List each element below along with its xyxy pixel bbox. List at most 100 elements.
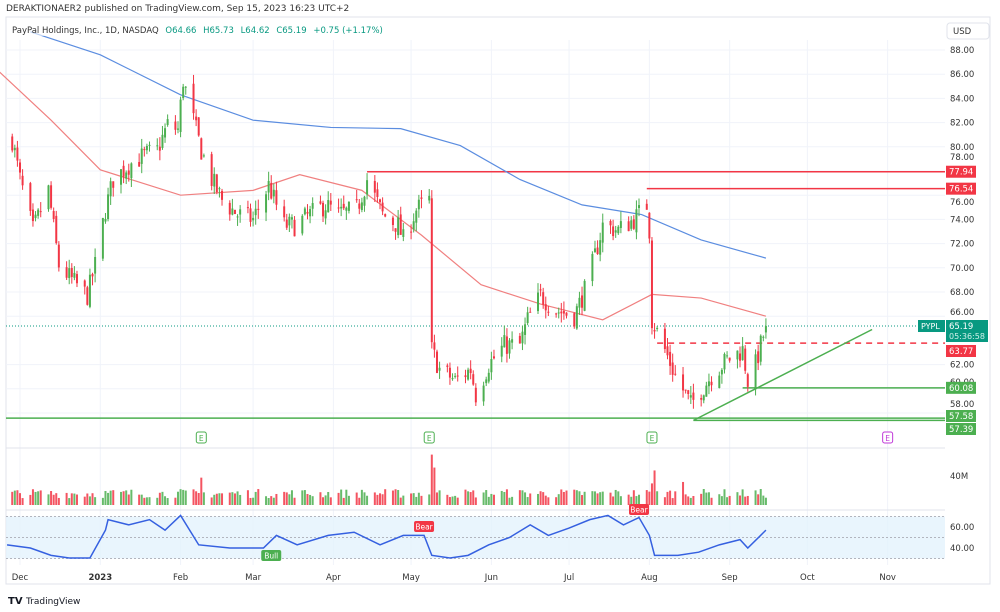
candle-body [384,214,387,217]
volume-bar [656,491,659,505]
footer-logo[interactable]: TV TradingView [8,596,80,607]
volume-bar [158,492,161,505]
volume-bar [705,492,708,505]
volume-bar [19,493,21,505]
volume-bar [358,497,361,505]
candle-body [614,230,617,233]
candle-body [524,324,527,335]
candle-body [52,211,55,219]
symbol-description: PayPal Holdings, Inc., 1D, NASDAQ [12,26,159,36]
volume-bar [402,495,405,505]
price-tick-label: 86.00 [950,70,974,80]
volume-bar [347,495,350,505]
volume-bar [52,494,55,505]
currency-button[interactable]: USD [946,22,990,40]
candle-body [379,199,382,203]
time-axis[interactable]: Dec 2023 Feb Mar Apr May Jun Jul Aug Sep Oct Nov [12,573,896,583]
price-level-label: 76.54 [949,185,973,195]
candle-body [246,207,249,209]
volume-bar [91,493,94,505]
trendline[interactable] [693,328,873,422]
price-level-label-bg [946,345,976,357]
volume-bar [125,490,128,505]
volume-bar [464,489,467,505]
candle-body [578,297,581,308]
candle-body [728,357,731,361]
volume-bar [485,490,488,505]
volume-bar [345,489,348,505]
grid [6,40,945,565]
high-value: H65.73 [203,26,234,36]
candle-body [200,138,203,160]
volume-bar [65,492,68,505]
price-level-label-bg [946,182,976,195]
candle-body [669,351,672,366]
volume-bar [293,497,296,505]
volume-bar [176,491,179,505]
earnings-marker [646,431,658,444]
volume-bar [438,490,441,505]
candle-body [236,216,239,218]
volume-bar [143,497,146,505]
candle-body [360,202,363,211]
volume-bar [537,493,539,505]
volume-bar [221,493,224,505]
candle-body [55,215,58,244]
candle-body [736,350,739,360]
volume-bar [674,491,677,505]
volume-bar [547,497,550,505]
candle-body [221,190,224,200]
volume-bar [290,490,293,505]
candle-body [702,395,705,401]
volume-bar [692,496,695,505]
volume-bar [539,491,542,505]
price-tick-label: 82.00 [950,119,974,129]
candle-body [290,217,293,220]
candle-body [347,201,350,211]
price-labels: 77.94 76.54 63.77 60.08 57.58 57.39 PYPL 65.190… [918,165,988,435]
candle-body [112,181,115,188]
volume-bar [73,493,76,505]
horizontal-levels[interactable] [6,170,945,422]
price-level-label: 57.39 [949,425,973,435]
volume-bar [417,492,420,505]
candle-body [70,268,73,277]
time-tick-label: Aug [641,573,658,583]
volume-bar [83,496,86,505]
price-tick-label: 62.00 [950,361,974,371]
candle-body [591,253,594,282]
candle-body [537,292,539,312]
volume-bar [39,490,42,505]
volume-bar [327,491,330,505]
volume-bar [560,489,563,505]
candle-body [179,99,182,132]
volume-bar [399,497,402,505]
candle-body [13,147,16,151]
price-axis[interactable]: 58.0060.0062.0066.0068.0070.0072.0074.00… [950,46,974,410]
candle-body [653,329,656,332]
volume-bar [94,497,97,505]
earnings-marker-label: E [427,434,432,443]
candle-body [448,367,451,378]
volume-bar [379,493,382,505]
candle-body [218,188,221,190]
candle-body [720,369,723,375]
volume-bar [246,490,249,505]
volume-bar [575,490,578,505]
volume-bar [710,497,713,505]
volume-bar [107,492,110,505]
volume-bar [669,490,672,505]
volume-bar [311,496,314,505]
volume-bar [50,491,53,505]
candle-body [430,198,433,343]
volume-bar [88,496,91,505]
volume-bar [213,494,216,505]
candle-body [645,203,648,210]
volume-bar [309,494,312,505]
candle-body [485,379,488,384]
candle-body [143,149,146,151]
price-tick-label: 74.00 [950,215,974,225]
volume-bar [518,490,521,505]
